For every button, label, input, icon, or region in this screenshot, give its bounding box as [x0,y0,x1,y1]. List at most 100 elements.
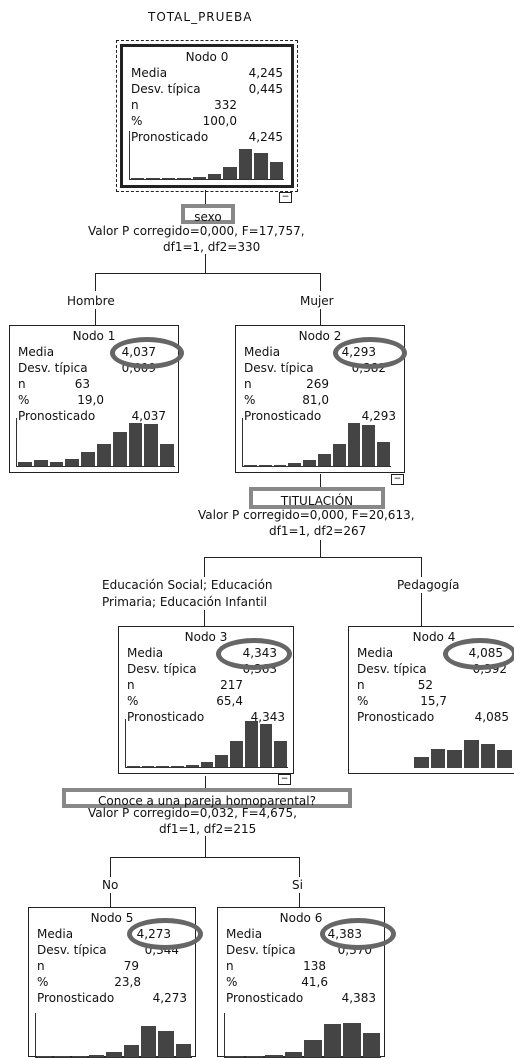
histogram-bar [127,766,140,767]
histogram-bar [414,757,429,768]
histogram-bar [33,460,48,466]
n-value: 52 [417,678,433,692]
histogram-bar [18,462,32,466]
collapse-toggle-icon[interactable]: − [391,474,404,485]
media-value: 4,245 [248,66,283,80]
highlight-ellipse [216,638,292,670]
n-value: 79 [123,959,139,973]
split-3-df: df1=1, df2=215 [159,822,257,836]
histogram-bar [106,1051,122,1057]
n-label: n [127,678,135,692]
histogram-bar [161,178,176,179]
n-label: n [37,959,45,973]
histogram-bar [97,444,111,466]
pct-label: % [131,114,143,128]
node-0[interactable]: Nodo 0 Media 4,245 Desv. típica 0,445 n … [120,44,294,188]
histogram-bar [215,755,229,767]
histogram-bar [223,167,237,179]
pct-value: 15,7 [420,694,447,708]
histogram-bar [269,162,283,179]
n-label: n [244,377,252,391]
n-label: n [18,377,26,391]
node-title: Nodo 2 [298,329,342,343]
pct-value: 23,8 [114,975,141,989]
histogram-bar [362,1032,380,1057]
pron-value: 4,343 [250,710,285,724]
histogram [224,1013,381,1058]
histogram-bar [377,442,390,466]
histogram-bar [65,458,80,466]
node-title: Nodo 6 [279,911,323,925]
split-variable-titulacion: TITULACIÓN [249,487,385,509]
media-label: Media [131,66,168,80]
histogram-bar [347,422,361,466]
histogram-bar [303,460,316,466]
pron-label: Pronosticado [131,130,209,144]
histogram-bar [146,178,160,179]
histogram-bar [447,749,462,768]
collapse-toggle-icon[interactable]: − [278,774,291,785]
histogram-bar [144,423,159,466]
highlight-ellipse [443,638,514,670]
histogram-bar [54,1056,70,1057]
histogram-bar [49,462,64,466]
desv-label: Desv. típica [357,662,427,676]
media-label: Media [244,345,281,359]
target-variable-title: TOTAL_PRUEBA [148,10,253,24]
histogram-bar [160,444,174,466]
media-label: Media [127,646,164,660]
histogram-bar [156,766,170,767]
node-title: Nodo 3 [184,630,228,644]
pct-label: % [18,393,30,407]
histogram-bar [265,1055,283,1057]
pron-value: 4,293 [361,409,396,423]
highlight-ellipse [110,337,184,369]
split-2-stats: Valor P corregido=0,000, F=20,613, [198,508,415,522]
node-title: Nodo 4 [412,630,456,644]
histogram [242,418,391,467]
split-variable-sexo: sexo [181,204,235,224]
pct-value: 19,0 [77,393,104,407]
pron-label: Pronosticado [37,991,115,1005]
media-label: Media [18,345,55,359]
histogram-bar [254,152,268,179]
histogram [125,719,288,768]
pron-value: 4,085 [474,710,509,724]
histogram-bar [480,744,496,768]
histogram-bar [200,762,214,767]
split-2-df: df1=1, df2=267 [269,524,367,538]
n-value: 138 [303,959,326,973]
branch-label-no: No [102,878,119,892]
split-variable-pareja-homoparental: Conoce a una pareja homoparental? [62,788,352,808]
desv-label: Desv. típica [131,82,201,96]
pron-label: Pronosticado [18,409,96,423]
branch-label-si: Si [292,878,303,892]
histogram-bar [343,1022,361,1057]
pron-label: Pronosticado [244,409,322,423]
n-label: n [131,98,139,112]
collapse-toggle-icon[interactable]: − [279,192,292,203]
n-value: 269 [306,377,329,391]
n-label: n [357,678,365,692]
histogram-bar [323,1024,341,1057]
pct-label: % [357,694,369,708]
node-title: Nodo 1 [72,329,116,343]
histogram-bar [464,740,479,768]
highlight-ellipse [333,337,407,369]
pron-label: Pronosticado [127,710,205,724]
pct-value: 41,6 [301,975,328,989]
histogram-bar [284,1051,302,1057]
n-value: 217 [220,678,243,692]
branch-label-educacion-1: Educación Social; Educación [102,578,273,592]
histogram-bar [244,721,258,767]
media-label: Media [37,927,74,941]
histogram-bar [274,740,287,767]
pct-label: % [127,694,139,708]
split-1-df: df1=1, df2=330 [163,240,261,254]
histogram-bar [112,432,127,466]
split-3-stats: Valor P corregido=0,032, F=4,675, [88,806,297,820]
pct-value: 100,0 [202,114,237,128]
split-1-stats: Valor P corregido=0,000, F=17,757, [88,224,305,238]
histogram-bar [230,740,243,767]
histogram-bar [171,766,184,767]
